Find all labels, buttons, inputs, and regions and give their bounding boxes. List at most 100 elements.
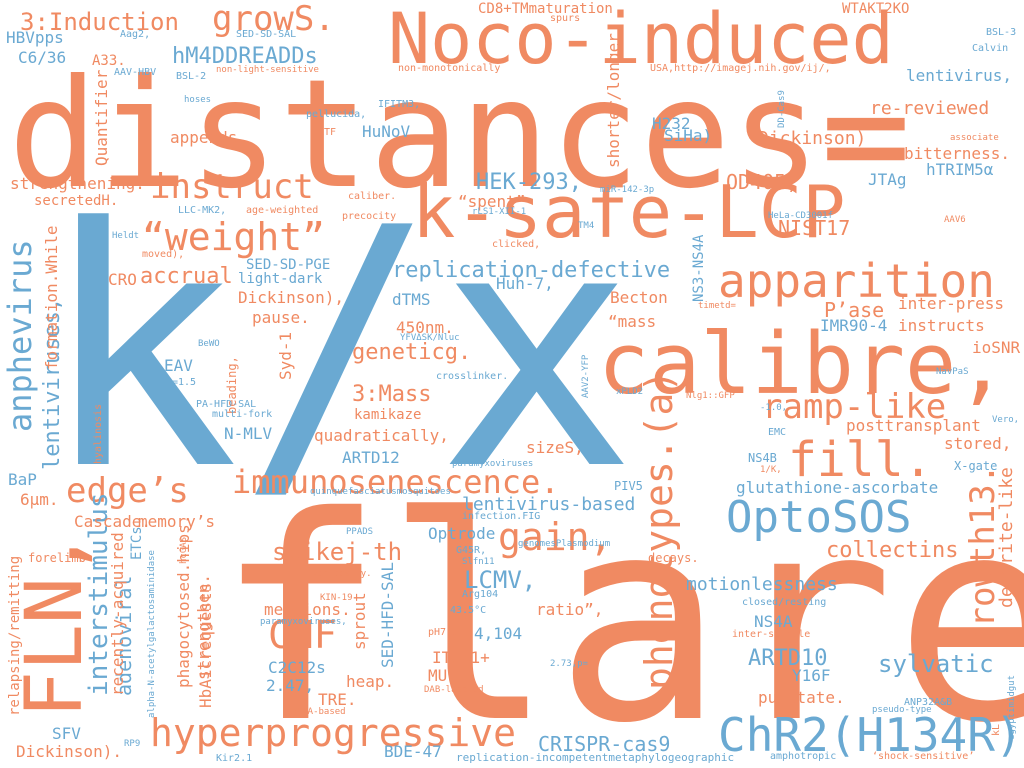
- word-noco-induced: Noco-induced: [388, 0, 894, 80]
- word-replication-defective: replication-defective: [392, 258, 671, 283]
- word-mentions: mentions.: [264, 600, 351, 619]
- word-2-73-p: 2.73,p=: [550, 659, 588, 669]
- word-c2c12s: C2C12s: [268, 658, 326, 677]
- word-minus-1-0: -1.0,: [760, 403, 788, 413]
- word-recently-acquired: recently-acquired: [108, 532, 127, 696]
- word-eav: EAV: [164, 356, 193, 375]
- word-siha: SiHa): [664, 126, 713, 145]
- word-vero: Vero,: [992, 415, 1020, 425]
- word-light-dark: light-dark: [238, 271, 323, 287]
- word-secretedh: secretedH.: [34, 193, 119, 209]
- word-re-reviewed: re-reviewed: [870, 98, 990, 119]
- word-distances: distances=: [8, 48, 912, 222]
- word-calibre: calibre,: [598, 315, 1008, 414]
- word-imr90-4: IMR90-4: [820, 316, 888, 335]
- word-inter-press: inter-press: [898, 294, 1004, 313]
- word-spent: “spent”: [458, 192, 526, 211]
- word-dab-labeled: DAB-labeled: [424, 685, 484, 695]
- word-apparition: apparition: [718, 254, 995, 308]
- word-hela-cd3001f: HeLa-CD3001f: [768, 211, 834, 221]
- word-timetd: timetd=: [698, 301, 736, 311]
- word-hek-293: HEK-293,: [476, 170, 582, 195]
- word-sed-sd-sal: SED-SD-SAL: [236, 29, 297, 40]
- word-slfn11: Slfn11: [462, 557, 495, 567]
- word-iosnr: ioSNR: [972, 338, 1021, 357]
- word-calvin: Calvin: [972, 43, 1009, 54]
- word-n-mlv: N-MLV: [224, 424, 273, 443]
- word-inter-spindle: inter-spindle: [732, 629, 811, 640]
- word-dd-cas9: DD-Cas9: [777, 90, 787, 128]
- word-heap: heap.: [346, 672, 395, 691]
- word-caliber: caliber.: [348, 191, 397, 202]
- word-edges: edge’s: [66, 471, 189, 511]
- word-kir2-1: Kir2.1: [216, 753, 253, 764]
- word-spikej-th: spikej-th: [272, 538, 403, 566]
- word-rls1-xii-1: rLS1-XII-1: [472, 207, 527, 217]
- word-hba1crequests: HbA1crequests: [196, 582, 215, 708]
- word-non-monotonically: non-monotonically: [398, 63, 501, 74]
- word-lentivirus-based: lentivirus-based: [462, 494, 636, 515]
- word-sprout: sprout: [350, 592, 369, 650]
- word-cnf: CNF: [268, 613, 337, 657]
- word-artd12: ARTD12: [342, 448, 400, 467]
- word-flare: flare: [215, 456, 1024, 768]
- word-memorys: memory’s: [138, 512, 216, 531]
- word-quinquefasciatus: quinquefasciatusmosquitoes: [310, 487, 451, 497]
- word-shrna-based: shRNA-based: [286, 707, 346, 717]
- word-hm4ddreadds: hM4DDREADDs: [172, 44, 318, 69]
- word-ppads: PPADS: [346, 527, 374, 537]
- word-p-ase: P’ase: [824, 298, 885, 322]
- word-ns4a: NS4A: [754, 612, 793, 631]
- word-punctate: punctate.: [758, 688, 845, 707]
- word-2-47: 2.47,: [266, 676, 315, 695]
- word-instructs: instructs: [898, 316, 985, 335]
- word-aav2-yfp: AAV2-YFP: [581, 354, 591, 398]
- word-x-gate: X-gate: [954, 459, 998, 473]
- word-growth13: growth13.: [963, 463, 1003, 648]
- word-htrim5a: hTRIM5α: [926, 160, 994, 179]
- word-quadratically: quadratically,: [314, 426, 449, 445]
- word-wtakt2ko: WTAKT2KO: [842, 1, 910, 17]
- word-dtms: dTMS: [392, 290, 431, 309]
- word-kamikaze: kamikaze: [354, 407, 422, 423]
- word-alpha-n-acetyl: alpha-N-acetylgalactosaminidase: [147, 550, 157, 718]
- word-itga1: ITGA1+: [432, 648, 490, 667]
- word-bde-47: BDE-47: [384, 742, 442, 761]
- word-anphevirus: anphevirus: [1, 239, 39, 432]
- word-age-weighted: age-weighted: [246, 205, 319, 216]
- word-navpas: NavPaS: [936, 367, 969, 377]
- word-dickinson-2: Dickinson),: [238, 288, 344, 307]
- word-ns3-ns4a: NS3-NS4A: [691, 234, 707, 302]
- word-od405: OD405,: [726, 170, 799, 194]
- word-gain: gain,: [498, 515, 613, 559]
- word-dickinson-1: Dickinson): [758, 128, 867, 149]
- word-moved: moved),: [142, 249, 185, 260]
- word-huh-7: Huh-7,: [496, 274, 554, 293]
- word-emc: EMC: [768, 427, 787, 438]
- word-hbvpps: HBVpps: [6, 28, 64, 47]
- word-hcgas: hcGAS: [179, 536, 189, 564]
- word-paramyxoviruses: paramyxoviruses: [452, 459, 534, 469]
- word-instruct: instruct: [150, 167, 314, 207]
- word-replication-incompetent: replication-incompetentmetaphylogeograph…: [456, 751, 735, 764]
- word-bsl-3: BSL-3: [986, 27, 1017, 38]
- word-aav-hbv: AAV-HBV: [114, 67, 157, 78]
- word-decays: decays.: [648, 551, 699, 565]
- word-forelimb: forelimb: [28, 551, 86, 565]
- word-becton: Becton: [610, 288, 668, 307]
- word-motionlessness: motionlessness: [686, 574, 838, 595]
- word-k-safe-lcp: k-safe-LCP: [412, 170, 846, 254]
- word-kin-19: KIN-19: [320, 593, 353, 603]
- word-formation-while: formation.While: [42, 225, 61, 371]
- word-posttransplant: posttransplant: [846, 416, 981, 435]
- word-rp9: RP9: [124, 739, 141, 749]
- word-weight: “weight”: [142, 215, 326, 259]
- word-infection-fig: infection.FIG: [462, 511, 541, 522]
- word-y16f: Y16F: [792, 666, 831, 685]
- word-clicked: clicked,: [492, 239, 541, 250]
- word-dendrite-like: dendrite-like: [996, 467, 1017, 608]
- word-heldt: Heldt: [112, 231, 140, 241]
- word-crosslinker: crosslinker.: [436, 371, 509, 382]
- word-optosos: OptoSOS: [726, 492, 912, 543]
